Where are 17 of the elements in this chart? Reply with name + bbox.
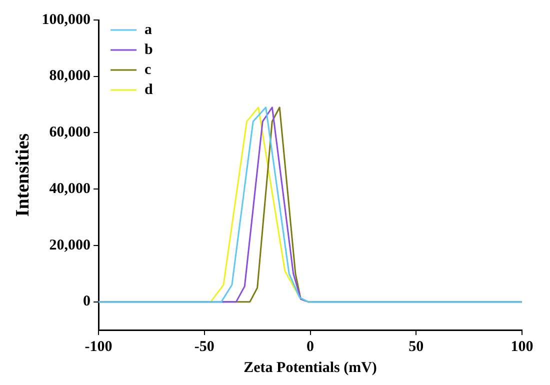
- x-tick-label: 50: [408, 338, 424, 355]
- x-tick-label: 100: [510, 338, 534, 355]
- x-tick-label: -100: [84, 338, 112, 355]
- legend-label: c: [144, 62, 152, 78]
- y-axis-title: Intensities: [12, 133, 34, 217]
- y-tick-label: 40,000: [49, 180, 91, 197]
- y-tick-label: 60,000: [49, 124, 91, 141]
- legend-label: d: [144, 82, 154, 98]
- y-tick-label: 20,000: [49, 237, 91, 254]
- y-tick-label: 0: [83, 294, 91, 310]
- legend-label: b: [144, 42, 153, 58]
- x-tick-label: -50: [194, 338, 214, 355]
- legend-label: a: [144, 22, 153, 38]
- x-axis-title: Zeta Potentials (mV): [244, 360, 377, 376]
- y-tick-label: 80,000: [49, 68, 91, 84]
- y-tick-label: 100,000: [42, 12, 91, 28]
- x-tick-label: 0: [306, 338, 314, 355]
